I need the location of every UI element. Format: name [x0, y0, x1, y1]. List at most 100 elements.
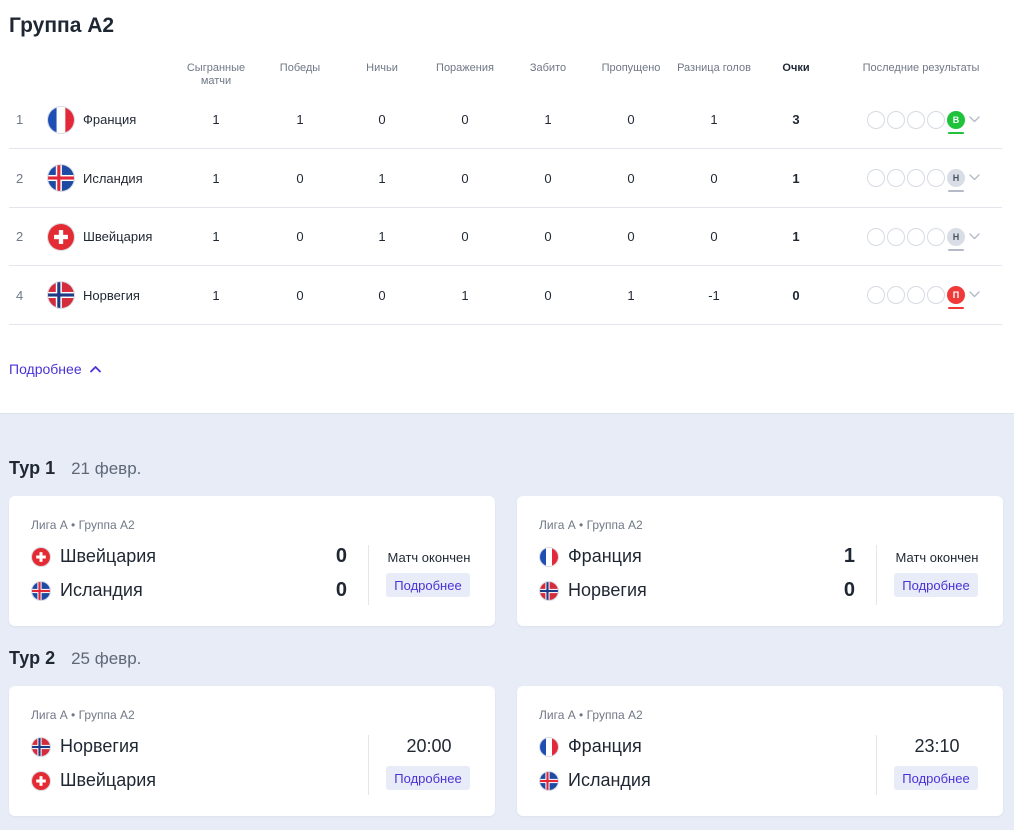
- row-form: Н: [867, 150, 997, 207]
- more-link[interactable]: Подробнее: [9, 361, 101, 377]
- match-details-button[interactable]: Подробнее: [386, 766, 470, 790]
- chevron-down-icon[interactable]: [969, 172, 980, 184]
- home-team[interactable]: Франция: [539, 736, 642, 757]
- header-played: Сыгранные матчи: [186, 62, 246, 87]
- team-name: Норвегия: [83, 287, 140, 303]
- row-played: 1: [212, 112, 220, 127]
- row-team[interactable]: Норвегия: [47, 267, 177, 324]
- match-league: Лига А • Группа А2: [31, 708, 135, 722]
- row-conceded: 1: [627, 287, 635, 303]
- row-form: В: [867, 91, 997, 148]
- away-score: 0: [843, 579, 855, 601]
- home-score: 0: [335, 545, 347, 567]
- match-card[interactable]: Лига А • Группа А2 Норвегия Швейцария 20:00…: [9, 686, 495, 816]
- home-team[interactable]: Норвегия: [31, 736, 139, 757]
- row-losses: 0: [461, 229, 469, 244]
- row-wins: 1: [296, 112, 304, 127]
- row-points: 1: [792, 229, 800, 244]
- card-divider: [368, 545, 369, 605]
- chevron-down-icon[interactable]: [969, 231, 980, 243]
- home-team-name: Франция: [568, 736, 642, 756]
- match-details-button[interactable]: Подробнее: [894, 766, 978, 790]
- row-team[interactable]: Исландия: [47, 150, 177, 207]
- away-team[interactable]: Исландия: [539, 770, 651, 791]
- away-team[interactable]: Норвегия: [539, 580, 647, 601]
- row-team[interactable]: Швейцария: [47, 208, 177, 265]
- chevron-down-icon[interactable]: [969, 114, 980, 126]
- match-time: 20:00: [406, 736, 452, 756]
- empty-result-icon: [927, 227, 945, 246]
- team-name: Исландия: [83, 170, 143, 186]
- row-wins: 0: [296, 170, 304, 186]
- table-row[interactable]: 4 Норвегия 1 0 0 1 0 1 -1 0 П: [9, 267, 1002, 325]
- empty-result-icon: [887, 286, 905, 304]
- league-name: Лига А: [539, 708, 576, 722]
- home-team[interactable]: Швейцария: [31, 546, 156, 567]
- group-name: Группа А2: [78, 518, 135, 532]
- switzerland-flag-icon: [31, 770, 51, 791]
- row-points: 3: [792, 112, 800, 127]
- round-date: 21 февр.: [71, 459, 142, 478]
- row-conceded: 0: [627, 112, 635, 127]
- row-conceded: 0: [627, 170, 635, 186]
- matches-section: Тур 1 21 февр. Лига А • Группа А2 Швейцария…: [0, 413, 1014, 830]
- match-league: Лига А • Группа А2: [539, 708, 643, 722]
- last-result-badge: Н: [947, 227, 965, 251]
- empty-result-icon: [867, 286, 885, 304]
- last-result-badge: Н: [947, 169, 965, 192]
- group-name: Группа А2: [586, 708, 643, 722]
- row-points: 1: [792, 170, 800, 186]
- match-status: Матч окончен: [387, 550, 471, 565]
- row-diff: 0: [710, 170, 718, 186]
- header-losses: Поражения: [436, 62, 494, 74]
- away-team-name: Швейцария: [60, 770, 157, 790]
- france-flag-icon: [47, 105, 75, 134]
- table-row[interactable]: 1 Франция 1 1 0 0 1 0 1 3 В: [9, 91, 1002, 149]
- row-draws: 1: [378, 229, 386, 244]
- row-played: 1: [212, 287, 220, 303]
- header-draws: Ничьи: [366, 62, 398, 74]
- row-losses: 1: [461, 287, 469, 303]
- group-name: Группа А2: [78, 708, 135, 722]
- chevron-down-icon[interactable]: [969, 289, 980, 301]
- home-team[interactable]: Франция: [539, 546, 642, 567]
- table-row[interactable]: 2 Швейцария 1 0 1 0 0 0 0 1 Н: [9, 208, 1002, 266]
- card-divider: [368, 735, 369, 795]
- row-scored: 1: [544, 112, 552, 127]
- match-card[interactable]: Лига А • Группа А2 Франция Исландия 23:10 По…: [517, 686, 1003, 816]
- row-scored: 0: [544, 170, 552, 186]
- header-form: Последние результаты: [862, 62, 980, 74]
- match-details-button[interactable]: Подробнее: [894, 573, 978, 597]
- match-card[interactable]: Лига А • Группа А2 Франция 1 Норвегия 0 Матч …: [517, 496, 1003, 626]
- iceland-flag-icon: [47, 164, 75, 192]
- row-form: П: [867, 267, 997, 324]
- away-team-name: Норвегия: [568, 580, 647, 600]
- away-team[interactable]: Швейцария: [31, 770, 156, 791]
- league-name: Лига А: [539, 518, 576, 532]
- row-draws: 0: [378, 112, 386, 127]
- league-separator: •: [67, 708, 79, 722]
- row-team[interactable]: Франция: [47, 91, 177, 148]
- header-points: Очки: [782, 62, 810, 74]
- group-name: Группа А2: [586, 518, 643, 532]
- match-card[interactable]: Лига А • Группа А2 Швейцария 0 Исландия 0 Мат…: [9, 496, 495, 626]
- row-played: 1: [212, 170, 220, 186]
- match-details-button[interactable]: Подробнее: [386, 573, 470, 597]
- row-diff: -1: [708, 287, 720, 303]
- table-header: Сыгранные матчи Победы Ничьи Поражения З…: [0, 62, 1014, 98]
- away-team[interactable]: Исландия: [31, 580, 143, 601]
- group-title: Группа А2: [9, 14, 115, 37]
- match-time: 23:10: [914, 736, 960, 756]
- row-wins: 0: [296, 229, 304, 244]
- home-score: 1: [843, 545, 855, 567]
- team-name: Франция: [83, 112, 137, 127]
- norway-flag-icon: [31, 736, 51, 757]
- norway-flag-icon: [47, 281, 75, 309]
- iceland-flag-icon: [31, 580, 51, 601]
- last-result-badge: П: [947, 286, 965, 309]
- empty-result-icon: [867, 227, 885, 246]
- empty-result-icon: [887, 110, 905, 129]
- france-flag-icon: [539, 546, 559, 567]
- more-link-label: Подробнее: [9, 361, 82, 377]
- table-row[interactable]: 2 Исландия 1 0 1 0 0 0 0 1 Н: [9, 150, 1002, 208]
